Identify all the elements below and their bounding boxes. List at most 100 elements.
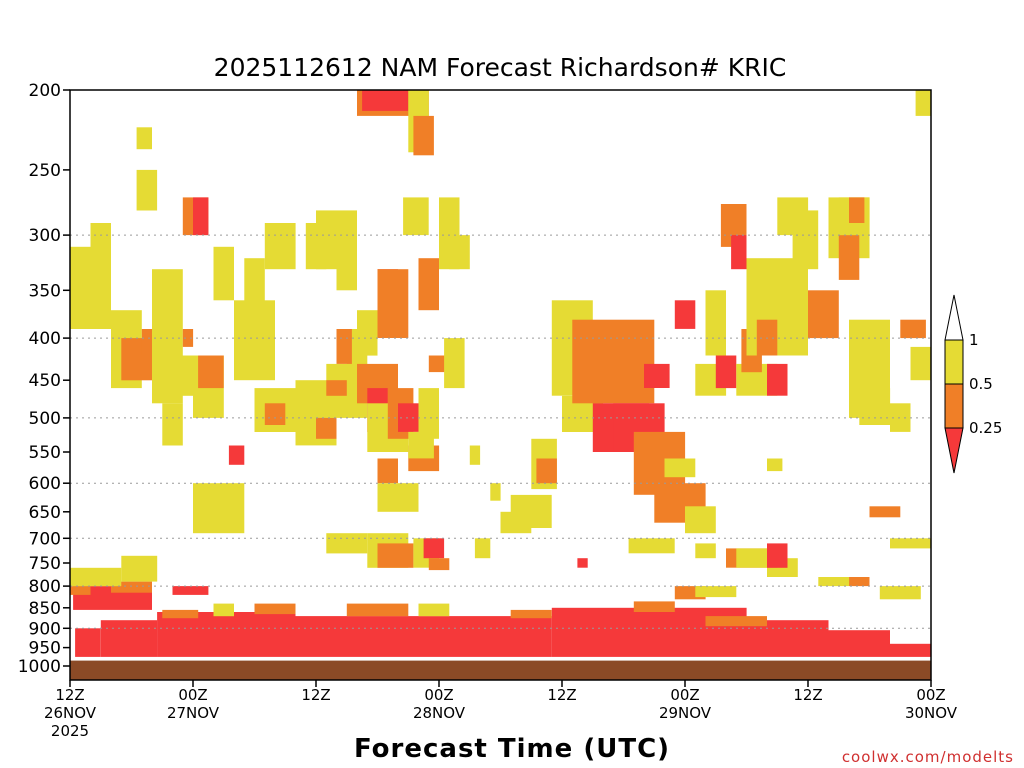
ri-cell-orange	[428, 558, 450, 571]
ri-cell-red	[731, 235, 747, 270]
ri-cell-yellow	[418, 603, 450, 617]
ri-cell-red	[828, 630, 890, 657]
ri-cell-yellow	[193, 483, 245, 534]
x-tick-label: 27NOV	[167, 704, 220, 722]
x-tick-label: 12Z	[793, 686, 822, 704]
x-tick-label: 30NOV	[905, 704, 958, 722]
ri-cell-yellow	[377, 483, 419, 512]
ri-cell-yellow	[213, 603, 234, 617]
ri-cell-yellow	[705, 290, 726, 356]
ri-cell-yellow	[326, 533, 368, 554]
credit-text: coolwx.com/modelts	[842, 748, 1014, 766]
ri-cell-yellow	[162, 403, 183, 446]
ri-cell-yellow	[664, 458, 696, 478]
x-tick-label: 00Z	[178, 686, 207, 704]
ri-cell-orange	[705, 616, 767, 627]
ri-cell-orange	[849, 197, 865, 223]
ri-cell-yellow	[70, 567, 122, 587]
ri-cell-orange	[838, 235, 860, 280]
ri-cell-orange	[900, 319, 926, 339]
legend-label-0-25: 0.25	[969, 419, 1002, 437]
ri-cell-orange	[326, 380, 347, 396]
ri-cell-yellow	[244, 258, 265, 320]
ri-cell-yellow	[121, 555, 158, 582]
ri-cell-orange	[264, 403, 286, 425]
ri-cell-yellow	[136, 127, 152, 150]
ri-cell-orange	[346, 603, 409, 617]
ri-cell-orange	[869, 506, 901, 518]
ri-cell-yellow	[469, 445, 481, 465]
ri-cell-red	[193, 197, 209, 236]
ri-cell-orange	[572, 319, 655, 404]
ri-cell-yellow	[890, 403, 911, 432]
ri-cell-yellow	[403, 197, 429, 236]
x-tick-label: 12Z	[301, 686, 330, 704]
ri-cell-yellow	[70, 246, 111, 329]
ri-cell-yellow	[444, 338, 465, 389]
surface-band	[70, 660, 931, 680]
ri-cell-orange	[808, 290, 839, 339]
legend-label-0-5: 0.5	[969, 375, 993, 393]
ri-cell-orange	[377, 458, 398, 484]
y-tick-label: 350	[29, 281, 61, 301]
ri-cell-yellow	[910, 346, 931, 381]
ri-cell-orange	[162, 609, 199, 619]
x-tick-label: 12Z	[547, 686, 576, 704]
ri-cell-yellow	[500, 511, 532, 534]
legend-arrow-top	[944, 294, 964, 341]
ri-cell-yellow	[792, 210, 819, 270]
x-axis-label: Forecast Time (UTC)	[354, 734, 670, 764]
ri-cell-red	[100, 620, 158, 657]
y-tick-label: 400	[29, 329, 61, 349]
ri-cell-orange	[254, 603, 296, 615]
x-tick-label: 00Z	[916, 686, 945, 704]
y-tick-label: 800	[29, 577, 61, 597]
ri-cell-orange	[336, 329, 352, 364]
ri-cell-orange	[111, 581, 152, 593]
ri-cell-orange	[510, 609, 552, 619]
ri-cell-red	[746, 620, 829, 657]
y-tick-label: 700	[29, 529, 61, 549]
ri-cell-orange	[377, 269, 409, 338]
ri-cell-red	[398, 403, 419, 432]
ri-cell-yellow	[628, 538, 675, 554]
ri-cell-orange	[849, 577, 870, 587]
y-tick-label: 850	[29, 599, 61, 619]
ri-cell-red	[157, 612, 296, 657]
ri-cell-yellow	[695, 543, 716, 559]
ri-cell-orange	[418, 258, 439, 311]
ri-cell-yellow	[818, 577, 850, 587]
ri-cell-yellow	[213, 246, 234, 301]
ri-cell-yellow	[879, 586, 921, 600]
ri-cell-red	[715, 355, 737, 389]
ri-cell-red	[423, 538, 445, 559]
ri-cell-red	[644, 363, 670, 388]
ri-cell-yellow	[890, 538, 931, 549]
ri-cell-red	[362, 90, 409, 111]
ri-cell-red	[767, 363, 788, 396]
plot-frame	[69, 89, 932, 681]
y-axis: 200 250 300 350 400 450 500 550 600 650 700 750 8008…	[18, 81, 70, 677]
y-tick-label: 950	[29, 639, 61, 659]
x-tick-label: 00Z	[424, 686, 453, 704]
ri-cell-orange	[633, 601, 675, 612]
ri-cell-yellow	[357, 310, 378, 356]
y-tick-label: 200	[29, 81, 61, 101]
legend-swatch-orange	[944, 383, 964, 429]
x-tick-label: 26NOV	[44, 704, 97, 722]
ri-cell-orange	[70, 586, 91, 595]
x-tick-label: 2025	[51, 722, 89, 740]
ri-cell-red	[577, 558, 588, 568]
x-tick-label: 00Z	[670, 686, 699, 704]
y-tick-label: 300	[29, 226, 61, 246]
legend-label-1: 1	[969, 331, 979, 349]
ri-cell-yellow	[915, 90, 931, 116]
ri-cell-red	[172, 586, 209, 595]
y-tick-label: 650	[29, 503, 61, 523]
x-tick-label: 12Z	[55, 686, 84, 704]
ri-cell-yellow	[490, 483, 501, 501]
ri-cell-yellow	[418, 388, 439, 439]
y-tick-label: 900	[29, 619, 61, 639]
